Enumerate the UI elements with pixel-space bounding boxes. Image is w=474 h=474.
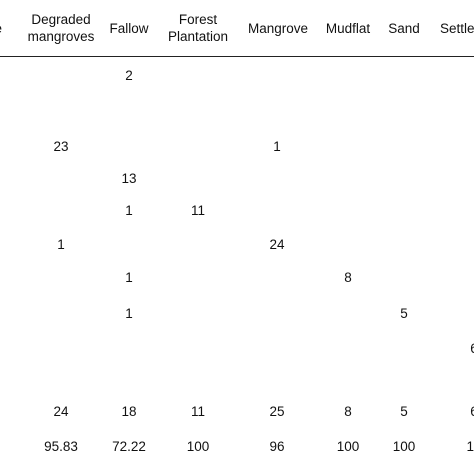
column-header-fallow: Fallow <box>109 20 149 36</box>
column-header-mudflat: Mudflat <box>325 20 371 36</box>
table-cell: 96 <box>269 439 285 454</box>
table-cell: 13 <box>121 171 137 186</box>
table-cell: 5 <box>400 404 408 419</box>
table-cell: 11 <box>190 203 205 218</box>
table-cell: 10 <box>466 439 474 454</box>
table-cell: 6 <box>470 341 474 356</box>
table-cell: 1 <box>125 270 133 285</box>
column-header-mangrove: Mangrove <box>247 20 309 36</box>
table-cell: 8 <box>344 404 352 419</box>
table-cell: 23 <box>53 139 69 154</box>
table-cell: 24 <box>53 404 69 419</box>
table-cell: 95.83 <box>44 439 78 454</box>
column-header-forest-plantation: Forest Plantation <box>167 12 229 44</box>
table-cell: 24 <box>269 237 285 252</box>
table-cell: 72.22 <box>112 439 146 454</box>
table-cell: 1 <box>57 237 65 252</box>
table-cell: 8 <box>344 270 352 285</box>
header-rule <box>0 56 474 57</box>
table-cell: 18 <box>121 404 137 419</box>
table-cell: 5 <box>400 306 408 321</box>
column-header-sand: Sand <box>388 20 420 36</box>
column-header-settlement-truncated: Settle <box>440 20 474 36</box>
table-cell: 100 <box>336 439 360 454</box>
table-cell: 100 <box>186 439 210 454</box>
table-cell: 100 <box>392 439 416 454</box>
table-cell: 1 <box>273 139 281 154</box>
column-header-truncated: re <box>0 8 12 48</box>
table-cell: 1 <box>125 306 133 321</box>
table-cell: 6 <box>470 404 474 419</box>
table-cell: 2 <box>125 68 133 83</box>
table-cell: 11 <box>190 404 205 419</box>
column-header-degraded-mangroves: Degraded mangroves <box>27 12 95 44</box>
table-cell: 1 <box>125 203 133 218</box>
table-cell: 25 <box>269 404 285 419</box>
